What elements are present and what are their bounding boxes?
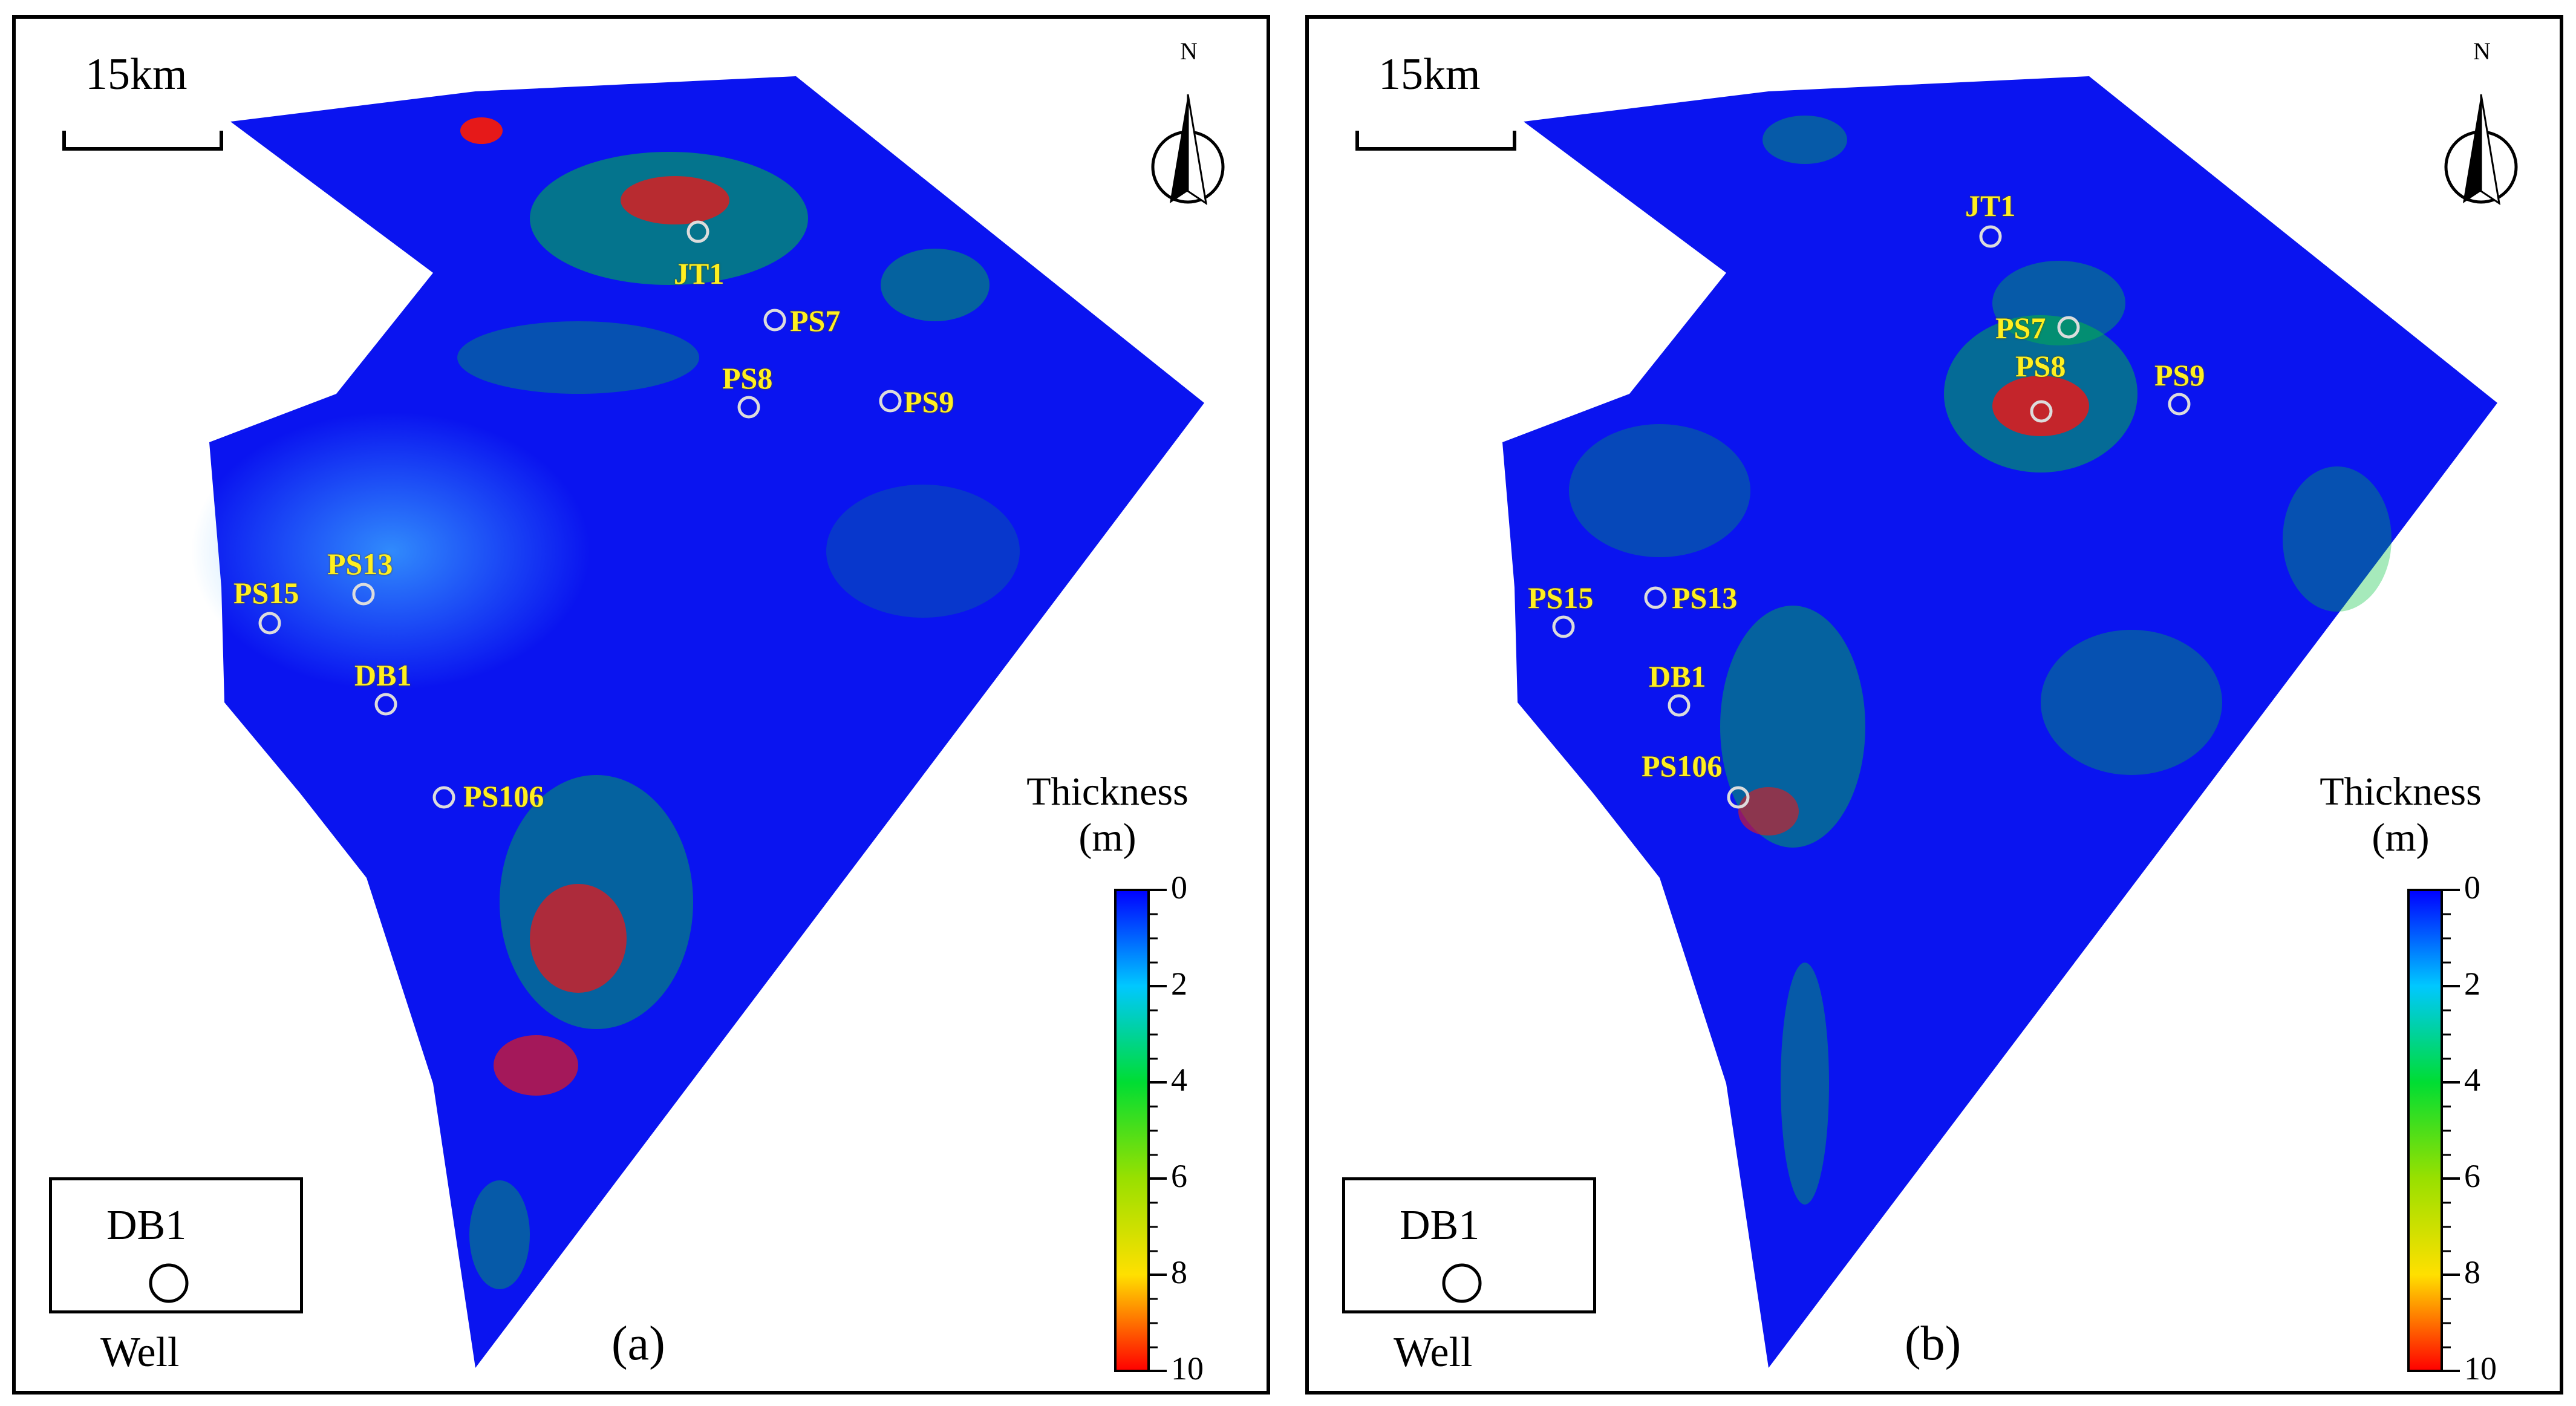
map-panel-b: 15km N JT1 PS7 PS8 PS9 PS13 PS15 DB1 PS1… xyxy=(1305,15,2563,1395)
well-label-db1: DB1 xyxy=(1649,659,1706,693)
scale-bar xyxy=(62,131,223,151)
well-marker-ps13 xyxy=(1644,586,1667,609)
thickness-map-a xyxy=(62,76,1225,1372)
north-label: N xyxy=(1180,38,1198,65)
well-label-ps13: PS13 xyxy=(327,547,393,581)
well-marker-ps8 xyxy=(2030,400,2053,423)
colorbar-tick-2: 2 xyxy=(2464,966,2480,1002)
well-marker-ps13 xyxy=(352,583,375,606)
scale-bar-label: 15km xyxy=(1378,50,1481,99)
well-label-ps106: PS106 xyxy=(1642,749,1723,783)
legend-caption: Well xyxy=(100,1329,180,1376)
well-marker-db1 xyxy=(1668,694,1691,717)
colorbar-tick-6: 6 xyxy=(1171,1158,1187,1194)
colorbar xyxy=(2407,889,2443,1372)
legend-well-symbol xyxy=(149,1263,189,1303)
colorbar-tick-8: 8 xyxy=(1171,1254,1187,1290)
well-label-ps7: PS7 xyxy=(790,304,841,338)
well-label-ps8: PS8 xyxy=(722,361,773,395)
thickness-patches-b xyxy=(1569,116,2392,1205)
north-arrow-icon xyxy=(2444,94,2518,206)
thickness-map-b xyxy=(1355,76,2518,1372)
well-label-ps15: PS15 xyxy=(233,576,299,610)
colorbar-tick-6: 6 xyxy=(2464,1158,2480,1194)
scale-bar-label: 15km xyxy=(85,50,187,99)
well-label-ps15: PS15 xyxy=(1528,581,1594,615)
colorbar-tick-0: 0 xyxy=(1171,869,1187,906)
colorbar xyxy=(1114,889,1150,1372)
colorbar-title: Thickness (m) xyxy=(1026,770,1189,860)
well-marker-ps7 xyxy=(2057,316,2080,339)
panel-letter: (a) xyxy=(611,1317,665,1370)
colorbar-tick-10: 10 xyxy=(2464,1350,2497,1387)
well-label-ps8: PS8 xyxy=(2015,349,2066,383)
well-markers-b xyxy=(1552,225,2191,809)
colorbar-tick-2: 2 xyxy=(1171,966,1187,1002)
well-label-jt1: JT1 xyxy=(1965,189,2016,223)
well-marker-ps9 xyxy=(2168,393,2191,416)
well-marker-jt1 xyxy=(686,220,709,243)
colorbar-tick-10: 10 xyxy=(1171,1350,1204,1387)
panel-letter: (b) xyxy=(1905,1317,1961,1370)
well-label-jt1: JT1 xyxy=(674,257,725,290)
map-panel-a: 15km N JT1 PS7 PS8 PS9 PS13 PS15 DB1 PS1… xyxy=(12,15,1270,1395)
well-marker-db1 xyxy=(374,693,397,716)
well-marker-ps106 xyxy=(1727,786,1750,809)
colorbar-tick-8: 8 xyxy=(2464,1254,2480,1290)
colorbar-tick-4: 4 xyxy=(1171,1062,1187,1098)
well-marker-ps8 xyxy=(737,396,760,419)
well-marker-jt1 xyxy=(1979,225,2002,248)
study-area-a xyxy=(209,76,1204,1368)
legend-box xyxy=(49,1177,303,1313)
well-label-ps9: PS9 xyxy=(2154,358,2205,392)
colorbar-title: Thickness (m) xyxy=(2320,770,2482,860)
well-label-ps13: PS13 xyxy=(1672,581,1738,615)
thickness-patches-a xyxy=(457,117,1020,1289)
well-label-ps7: PS7 xyxy=(1995,311,2046,345)
well-marker-ps15 xyxy=(1552,615,1575,638)
colorbar-tick-4: 4 xyxy=(2464,1062,2480,1098)
north-arrow-icon xyxy=(1151,94,1225,206)
legend-well-name: DB1 xyxy=(1400,1202,1480,1249)
well-label-ps9: PS9 xyxy=(904,385,954,419)
well-marker-ps106 xyxy=(432,786,455,809)
study-area-b xyxy=(1502,76,2497,1368)
colorbar-ticks xyxy=(1149,889,1167,1372)
legend-caption: Well xyxy=(1394,1329,1473,1376)
legend-well-name: DB1 xyxy=(106,1202,187,1249)
colorbar-tick-0: 0 xyxy=(2464,869,2480,906)
well-label-ps106: PS106 xyxy=(463,779,544,813)
well-marker-ps7 xyxy=(763,309,786,332)
scale-bar xyxy=(1355,131,1516,151)
legend-box xyxy=(1342,1177,1596,1313)
well-markers-a xyxy=(258,220,902,809)
well-marker-ps15 xyxy=(258,612,281,635)
legend-well-symbol xyxy=(1442,1263,1482,1303)
colorbar-ticks xyxy=(2442,889,2460,1372)
well-marker-ps9 xyxy=(879,390,902,413)
well-label-db1: DB1 xyxy=(354,658,412,692)
north-label: N xyxy=(2473,38,2491,65)
